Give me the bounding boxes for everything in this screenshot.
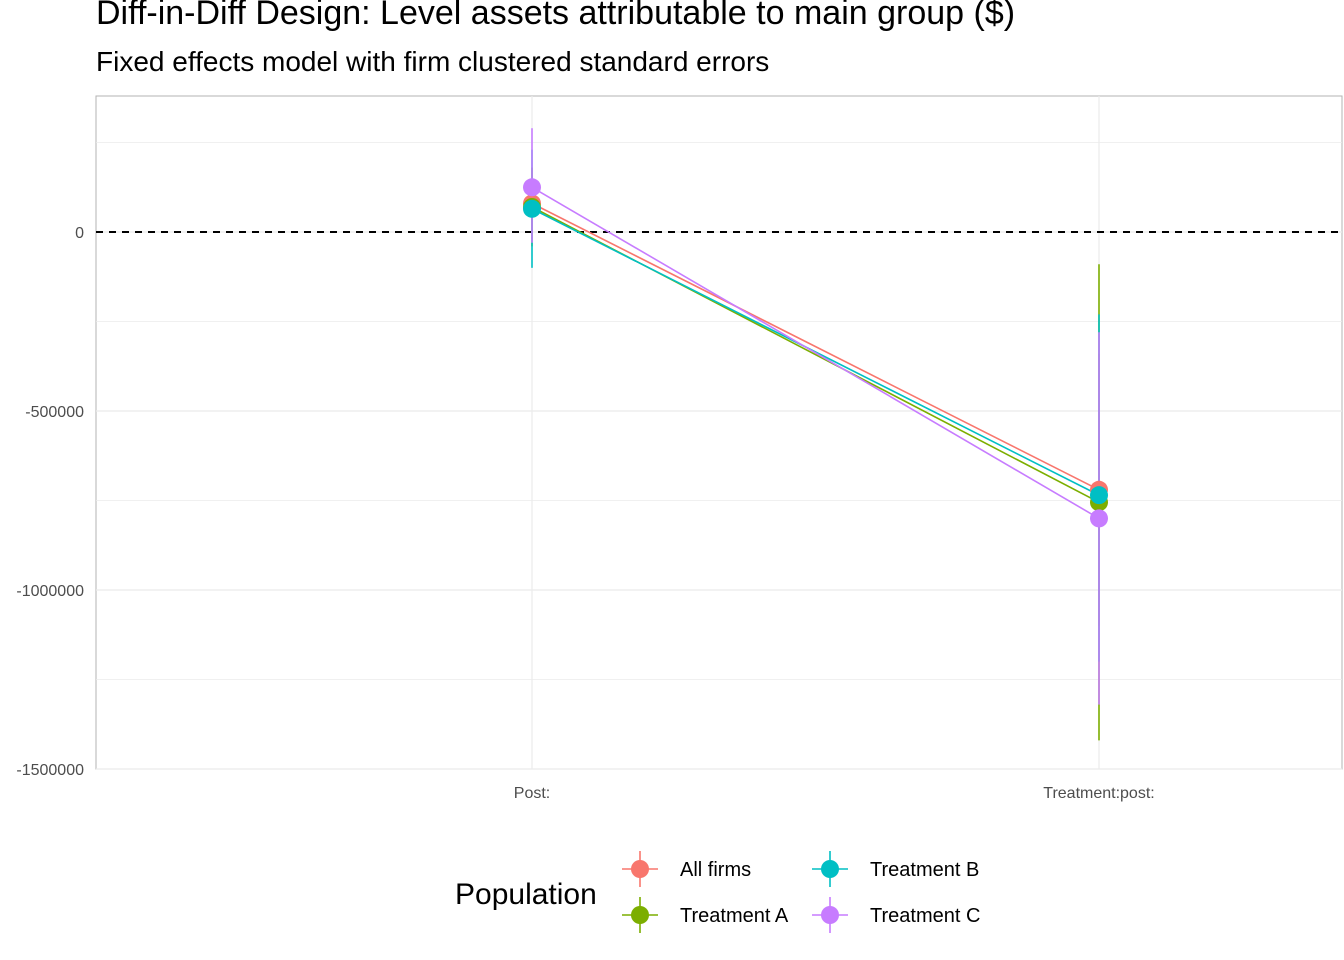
legend-item: Treatment A — [622, 897, 789, 933]
series-line — [531, 202, 1100, 491]
y-tick-label: -500000 — [25, 404, 84, 421]
data-point — [523, 199, 541, 218]
legend-key-point — [821, 860, 839, 878]
chart-title: Diff-in-Diff Design: Level assets attrib… — [96, 0, 1016, 32]
x-tick-labels: Post: Treatment:post: — [514, 785, 1155, 802]
y-tick-label: -1500000 — [16, 762, 84, 779]
panel-border — [95, 95, 1343, 770]
x-tick-label: Post: — [514, 785, 550, 802]
chart-subtitle: Fixed effects model with firm clustered … — [96, 46, 770, 77]
legend-item: All firms — [622, 851, 751, 887]
x-tick-label: Treatment:post: — [1043, 785, 1154, 802]
data-point — [1090, 486, 1108, 505]
series-points — [523, 178, 1108, 528]
legend: Population All firms Treatment A Treatment … — [455, 851, 980, 933]
legend-label: Treatment B — [870, 859, 979, 881]
legend-label: All firms — [680, 859, 751, 881]
legend-label: Treatment C — [870, 905, 980, 927]
legend-label: Treatment A — [680, 905, 789, 927]
legend-item: Treatment C — [812, 897, 980, 933]
y-tick-label: -1000000 — [16, 583, 84, 600]
legend-item: Treatment B — [812, 851, 979, 887]
data-point — [1090, 509, 1108, 528]
legend-key-point — [631, 860, 649, 878]
y-tick-label: 0 — [75, 225, 84, 242]
y-tick-labels: 0 -500000 -1000000 -1500000 — [16, 225, 84, 779]
legend-key-point — [821, 906, 839, 924]
series-line — [531, 186, 1100, 520]
legend-key-point — [631, 906, 649, 924]
legend-title: Population — [455, 878, 597, 911]
data-point — [523, 178, 541, 197]
grid-lines — [96, 96, 1342, 770]
series-lines — [531, 186, 1100, 520]
error-bars — [531, 128, 1100, 741]
